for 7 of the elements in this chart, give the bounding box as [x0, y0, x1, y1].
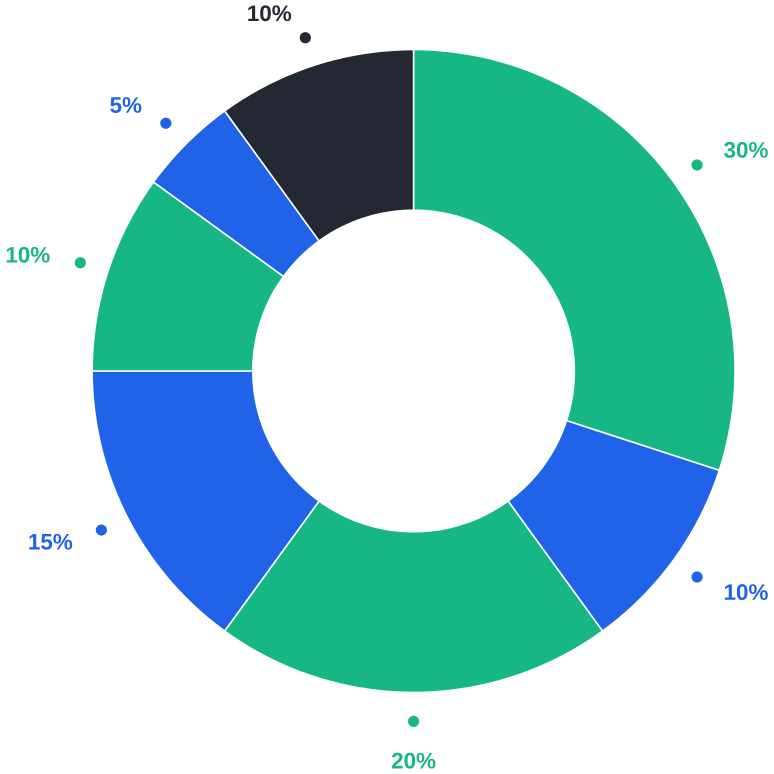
data-label: 10%: [6, 246, 50, 263]
data-label: 10%: [725, 584, 768, 600]
data-label: 15%: [29, 534, 72, 550]
data-label: 5%: [110, 97, 142, 113]
data-label: 30%: [724, 142, 768, 158]
data-label: 20%: [392, 752, 436, 769]
data-label: 10%: [248, 5, 292, 22]
